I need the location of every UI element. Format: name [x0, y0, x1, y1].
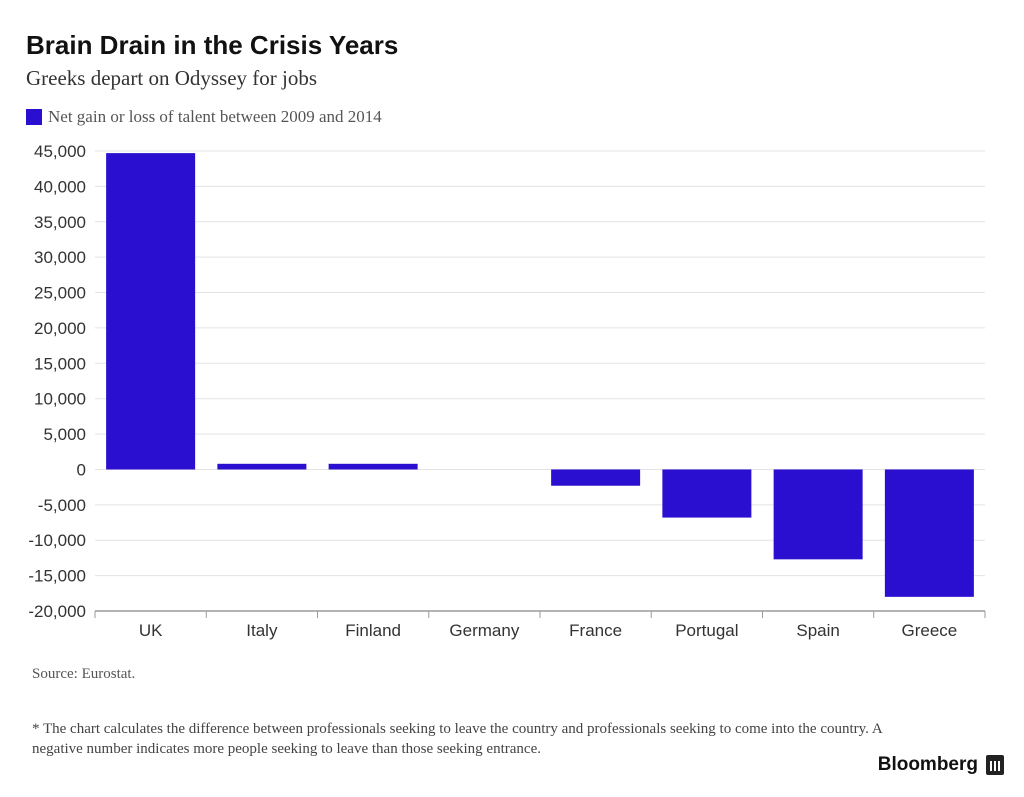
bar-france: [551, 469, 641, 486]
y-tick-label: 15,000: [34, 354, 86, 373]
bar-portugal: [662, 469, 752, 518]
chart-subtitle: Greeks depart on Odyssey for jobs: [26, 66, 318, 90]
x-tick-label: France: [569, 621, 622, 640]
y-tick-label: 45,000: [34, 142, 86, 161]
legend-label: Net gain or loss of talent between 2009 …: [48, 107, 382, 126]
bar-italy: [217, 463, 307, 470]
bar-greece: [884, 469, 974, 597]
source-note: Source: Eurostat.: [32, 666, 136, 682]
y-tick-label: 5,000: [43, 425, 86, 444]
brand-logo: Bloomberg: [878, 754, 1004, 776]
bar-spain: [773, 469, 863, 560]
x-tick-label: Spain: [796, 621, 839, 640]
y-tick-label: 20,000: [34, 319, 86, 338]
y-tick-label: 35,000: [34, 213, 86, 232]
y-tick-label: 0: [77, 460, 86, 479]
y-tick-label: 25,000: [34, 284, 86, 303]
x-tick-label: UK: [139, 621, 163, 640]
x-tick-label: Germany: [449, 621, 519, 640]
footnote: * The chart calculates the difference be…: [32, 721, 882, 757]
bar-finland: [328, 463, 418, 470]
brand-name: Bloomberg: [877, 754, 978, 775]
bloomberg-chart-icon: [986, 755, 1004, 775]
y-tick-label: 10,000: [34, 390, 86, 409]
x-tick-label: Portugal: [675, 621, 738, 640]
y-tick-label: 30,000: [34, 248, 86, 267]
y-tick-label: -10,000: [28, 531, 86, 550]
x-tick-label: Italy: [246, 621, 278, 640]
chart-title: Brain Drain in the Crisis Years: [26, 30, 399, 60]
y-tick-label: -5,000: [38, 496, 86, 515]
bar-chart: 45,000 40,000 35,000 30,000 25,000 20,000 15,0…: [28, 142, 986, 640]
x-tick-label: Greece: [902, 621, 958, 640]
y-tick-label: 40,000: [34, 177, 86, 196]
legend-swatch: [26, 109, 42, 125]
y-tick-label: -15,000: [28, 567, 86, 586]
x-tick-label: Finland: [345, 621, 401, 640]
y-tick-label: -20,000: [28, 602, 86, 621]
bar-uk: [106, 153, 196, 470]
legend: Net gain or loss of talent between 2009 …: [26, 106, 382, 128]
